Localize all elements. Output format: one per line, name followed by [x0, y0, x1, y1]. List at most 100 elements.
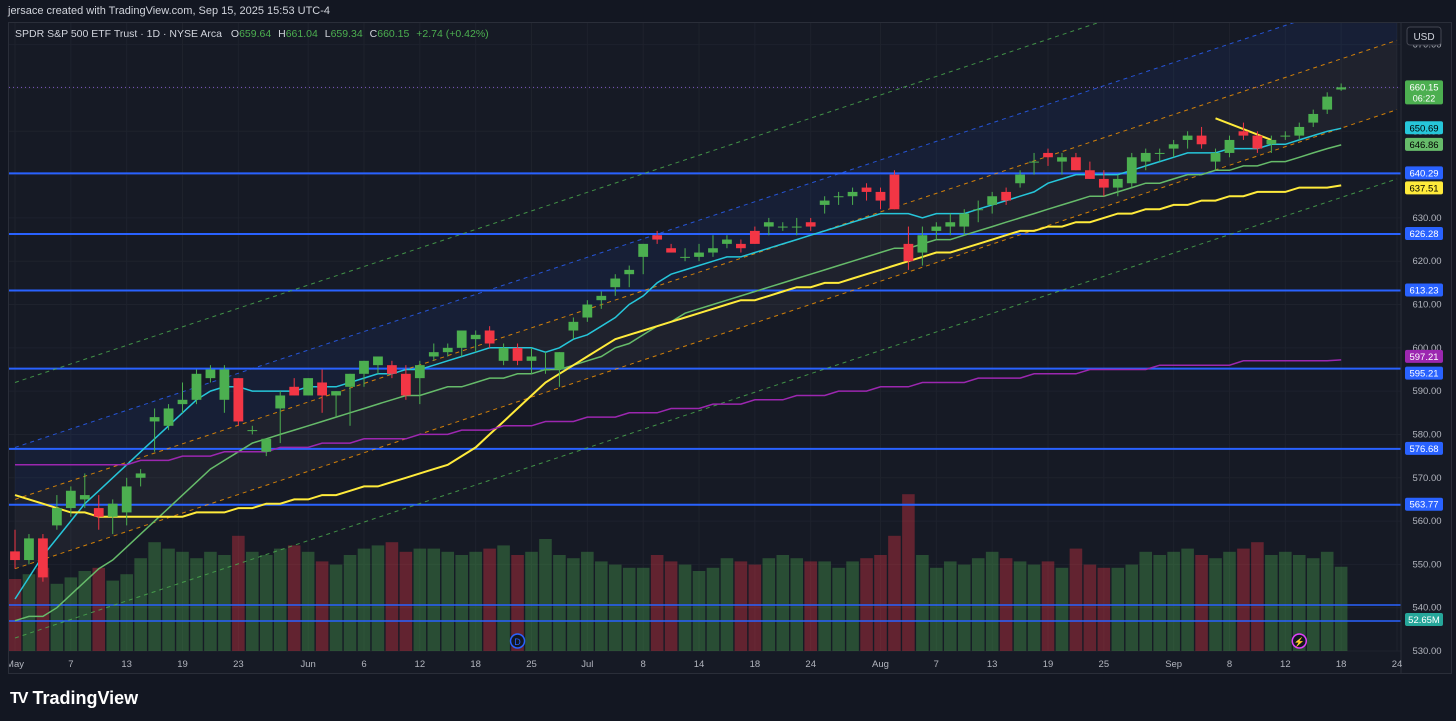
candle-body [51, 508, 62, 526]
time-tick-label: 12 [1280, 659, 1291, 670]
candle-body [191, 373, 202, 400]
legend-text: SPDR S&P 500 ETF Trust · 1D · NYSE Arca … [15, 28, 489, 40]
volume-bar [259, 555, 273, 651]
regression-channels[interactable] [14, 23, 1398, 639]
candle [1098, 170, 1109, 197]
candle-body [149, 417, 160, 422]
candle-body [24, 538, 34, 561]
channel-line[interactable] [14, 178, 1398, 639]
candle-body [1182, 135, 1193, 140]
time-tick-label: 18 [470, 659, 481, 670]
candle [24, 534, 34, 565]
volume-bar [92, 567, 106, 651]
candle [331, 391, 341, 418]
candle [428, 343, 439, 361]
time-tick-label: 8 [1227, 659, 1232, 670]
time-tick-label: 24 [805, 659, 816, 670]
candle-body [1001, 191, 1012, 201]
horizontal-levels[interactable] [9, 86, 1401, 506]
candle [582, 300, 593, 322]
candle [1140, 148, 1151, 171]
candle-body [568, 321, 579, 331]
volume-bar [553, 555, 566, 651]
volume-bar [678, 564, 692, 651]
volume-bar [1195, 555, 1208, 651]
tradingview-wordmark: TradingView [32, 688, 139, 708]
volume-bar [930, 567, 943, 651]
candle-body [289, 386, 300, 396]
time-tick-label: 25 [1099, 659, 1110, 670]
channel-line[interactable] [14, 39, 1398, 500]
earnings-icon[interactable]: ⚡ [1291, 633, 1308, 649]
candle-body [498, 347, 509, 361]
channel-line[interactable] [14, 23, 1397, 448]
time-tick-label: May [9, 659, 24, 670]
candle [484, 326, 495, 348]
candle [303, 378, 314, 396]
event-markers[interactable]: D ⚡ [509, 633, 1308, 649]
candle-body [1252, 135, 1263, 149]
candle-body [65, 490, 76, 509]
candle-body [205, 369, 216, 379]
volume-bar [1153, 555, 1166, 651]
candle-body [79, 495, 90, 500]
candle-body [387, 365, 397, 374]
currency-label[interactable]: USD [1413, 32, 1434, 43]
candle [819, 196, 830, 214]
volume-bar [78, 571, 92, 651]
time-tick-label: 23 [233, 659, 244, 670]
time-tick-label: Sep [1165, 659, 1182, 670]
candle-body [610, 278, 621, 288]
candle-body [624, 269, 635, 275]
volume-bar [818, 561, 831, 651]
candle [959, 209, 970, 236]
candle [79, 473, 90, 509]
candle-body [219, 369, 230, 400]
candle-body [512, 347, 523, 361]
marker-circle[interactable] [1291, 633, 1308, 649]
channel-line[interactable] [14, 109, 1398, 570]
candle [1266, 135, 1277, 153]
price-label-text: 646.86 [1409, 140, 1438, 151]
candle-body [373, 356, 383, 366]
volume-bar [664, 561, 678, 651]
candle [596, 291, 607, 309]
legend-symbol: SPDR S&P 500 ETF Trust · 1D · NYSE Arca [15, 28, 222, 40]
candle-body [749, 230, 760, 244]
candle-body [819, 200, 830, 205]
price-label-text: 52.65M [1408, 615, 1440, 626]
candle-body [694, 252, 704, 257]
time-axis[interactable]: May 7 13 19 23 Jun 6 12 18 25 Jul 8 14 18 24 Aug 7 13 19 25… [9, 659, 1402, 670]
candle [1029, 152, 1039, 175]
candle [135, 469, 146, 487]
price-label-bg [1405, 80, 1443, 105]
price-label-text: 597.21 [1409, 352, 1438, 363]
candle-body [652, 235, 663, 240]
volume-bar [539, 539, 552, 651]
dividend-icon[interactable]: D [509, 633, 526, 649]
price-label-bg [1405, 613, 1443, 626]
chart-frame[interactable]: D⚡ 670.00660.00650.00640.00630.00620.006… [8, 22, 1452, 674]
candles [10, 83, 1347, 582]
legend-high: 661.04 [286, 28, 318, 40]
price-label-text: 576.68 [1409, 444, 1438, 455]
price-label: 595.21 [1405, 366, 1443, 380]
price-chart[interactable]: D⚡ 670.00660.00650.00640.00630.00620.006… [9, 23, 1452, 674]
candle [1154, 148, 1165, 162]
currency-button[interactable]: USD [1406, 26, 1442, 46]
price-label-text: 640.29 [1409, 168, 1438, 179]
candle-body [1140, 152, 1151, 162]
price-label-bg [1405, 441, 1443, 455]
volume-bar [357, 548, 371, 651]
channel-line[interactable] [14, 23, 1397, 383]
tradingview-logo[interactable]: TV TradingView [10, 688, 138, 709]
volume-bar [1181, 548, 1194, 651]
volume-bar [650, 555, 664, 651]
price-label-text: 626.28 [1409, 229, 1438, 240]
candle-body [1308, 113, 1319, 123]
volume-bar [1237, 548, 1250, 651]
currency-button-frame[interactable] [1406, 26, 1442, 46]
candle [708, 235, 718, 257]
marker-circle[interactable] [509, 633, 526, 649]
candle-body [359, 360, 369, 374]
